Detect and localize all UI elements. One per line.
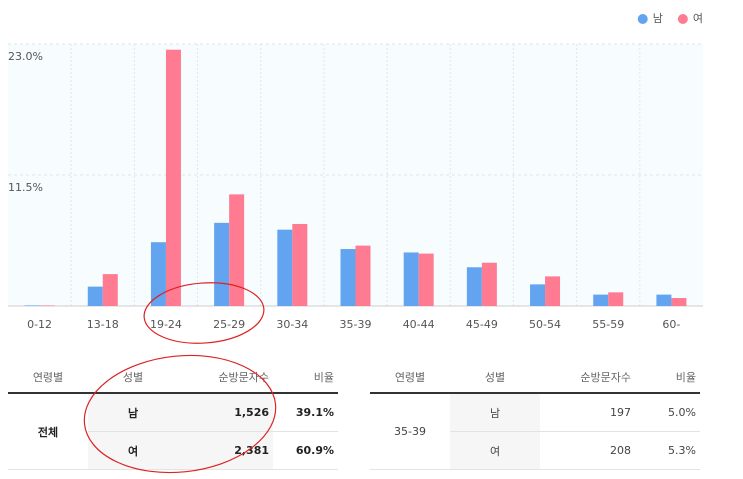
header: 순방문자수	[178, 362, 273, 394]
x-tick-label: 19-24	[150, 318, 182, 331]
x-tick-label: 30-34	[276, 318, 308, 331]
cell: 1,526	[178, 393, 273, 432]
legend-label: 여	[693, 12, 703, 25]
header: 성별	[88, 362, 178, 394]
bar	[481, 262, 497, 306]
chart: 11.5% 23.0% 0-12 13-18 19-24 25-29 30-34 35-39 4…	[8, 12, 703, 331]
bar	[150, 242, 166, 306]
bar	[87, 286, 103, 306]
bar	[671, 298, 687, 306]
header: 연령별	[8, 362, 88, 394]
bar	[530, 284, 546, 306]
y-tick-label: 23.0%	[8, 50, 43, 63]
bar	[214, 222, 230, 306]
y-tick-label: 11.5%	[8, 181, 43, 194]
group-cell: 전체	[8, 393, 88, 470]
bar	[102, 274, 118, 306]
bar	[593, 294, 609, 306]
cell: 208	[540, 431, 635, 470]
bar	[545, 276, 561, 306]
x-tick-label: 13-18	[87, 318, 119, 331]
cell: 여	[450, 431, 540, 470]
bar	[608, 292, 624, 306]
cell: 여	[88, 431, 178, 470]
x-tick-label: 60-	[662, 318, 680, 331]
legend-label: 남	[653, 12, 663, 25]
bar	[656, 294, 672, 306]
cell: 5.3%	[635, 431, 700, 470]
legend-marker	[637, 14, 648, 24]
bar	[340, 249, 356, 306]
summary-table: 연령별 성별 순방문자수 비율 전체 남 1,526 39.1% 여 2,381 60.9%	[8, 362, 338, 470]
cell: 남	[450, 393, 540, 432]
header: 연령별	[370, 362, 450, 394]
header: 비율	[635, 362, 700, 394]
bar	[229, 194, 245, 306]
cell: 남	[88, 393, 178, 432]
legend-marker	[677, 14, 688, 24]
bar	[39, 305, 55, 306]
cell: 2,381	[178, 431, 273, 470]
bar	[403, 252, 419, 306]
header: 비율	[273, 362, 338, 394]
header: 순방문자수	[540, 362, 635, 394]
x-tick-label: 40-44	[403, 318, 435, 331]
cell: 60.9%	[273, 431, 338, 470]
cell: 39.1%	[273, 393, 338, 432]
x-tick-label: 35-39	[340, 318, 372, 331]
x-tick-label: 25-29	[213, 318, 245, 331]
bar	[355, 245, 371, 306]
cell: 197	[540, 393, 635, 432]
bar	[277, 229, 293, 306]
bar	[165, 49, 181, 307]
bar	[292, 223, 308, 306]
group-cell: 35-39	[370, 393, 450, 470]
bar	[24, 305, 40, 306]
x-tick-label: 50-54	[529, 318, 561, 331]
x-tick-label: 0-12	[27, 318, 52, 331]
header: 성별	[450, 362, 540, 394]
detail-table: 연령별 성별 순방문자수 비율 35-39 남 197 5.0% 여 208 5.3%	[370, 362, 700, 470]
bar	[466, 267, 482, 306]
cell: 5.0%	[635, 393, 700, 432]
bar	[418, 253, 434, 306]
x-tick-label: 55-59	[592, 318, 624, 331]
x-tick-label: 45-49	[466, 318, 498, 331]
